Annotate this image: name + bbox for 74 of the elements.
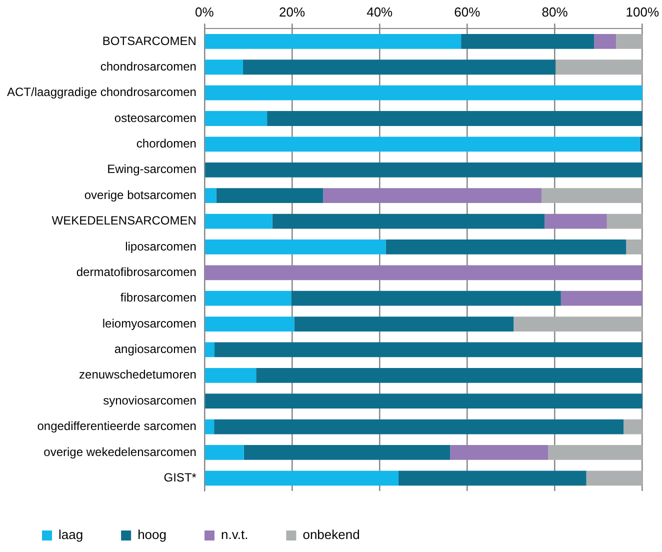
y-tick-label: synoviosarcomen	[103, 393, 196, 408]
bar	[216, 188, 324, 204]
bar	[556, 60, 642, 75]
legend-label: n.v.t.	[221, 527, 248, 542]
x-tick-label: 20%	[279, 4, 306, 20]
bar	[548, 445, 642, 460]
y-tick-label: chordomen	[136, 136, 196, 151]
bar	[323, 188, 542, 204]
bar	[544, 214, 607, 229]
bar	[205, 34, 462, 49]
y-tick-label: chondrosarcomen	[100, 59, 196, 74]
y-tick-label: osteosarcomen	[114, 110, 196, 125]
bar	[542, 188, 642, 204]
x-tick-label: 0%	[195, 4, 214, 20]
bar	[586, 470, 642, 486]
legend-label: hoog	[138, 527, 166, 542]
bar	[205, 445, 244, 460]
bar	[272, 214, 545, 229]
y-tick-label: WEKEDELENSARCOMEN	[52, 214, 196, 228]
y-tick-label: fibrosarcomen	[120, 290, 196, 305]
y-tick-label: overige botsarcomen	[84, 188, 196, 202]
bar	[205, 240, 386, 254]
bar	[256, 368, 642, 383]
bar	[624, 419, 642, 434]
legend-label: onbekend	[302, 527, 360, 542]
bar	[294, 316, 514, 332]
x-tick-label: 80%	[542, 4, 568, 20]
x-tick-label: 100%	[626, 4, 660, 20]
bar	[205, 60, 243, 75]
bar	[205, 342, 215, 358]
y-tick-label: ACT/laaggradige chondrosarcomen	[6, 85, 196, 100]
bar	[640, 136, 642, 152]
bar	[626, 240, 642, 254]
bar	[560, 290, 642, 306]
bar	[242, 60, 556, 75]
bar	[386, 240, 626, 254]
y-tick-label: liposarcomen	[125, 239, 196, 254]
bar	[214, 419, 624, 434]
y-tick-label: overige wekedelensarcomen	[44, 444, 196, 459]
bar	[205, 214, 272, 229]
y-tick-label: zenuwschedetumoren	[79, 368, 196, 382]
bar	[267, 111, 642, 126]
bar	[461, 34, 594, 49]
bar	[514, 316, 642, 332]
bar	[450, 445, 548, 460]
bar	[205, 368, 256, 383]
bar	[594, 34, 616, 49]
legend-label: laag	[58, 527, 84, 542]
bar	[205, 188, 216, 204]
bar	[205, 111, 268, 126]
x-tick-label: 40%	[366, 4, 394, 20]
bar	[205, 470, 398, 486]
bar	[205, 136, 640, 152]
y-tick-label: leiomyosarcomen	[102, 316, 196, 330]
bar	[616, 34, 642, 49]
x-tick-label: 60%	[454, 4, 481, 20]
bar	[205, 316, 294, 332]
bar	[244, 445, 450, 460]
bar	[398, 470, 586, 486]
bar	[214, 342, 642, 358]
y-tick-label: dermatofibrosarcomen	[76, 264, 196, 279]
bar	[291, 290, 561, 306]
y-tick-label: Ewing-sarcomen	[107, 162, 196, 176]
bar	[606, 214, 642, 229]
y-tick-label: GIST*	[164, 470, 197, 484]
bar	[205, 162, 642, 178]
bar	[205, 265, 642, 280]
bar	[205, 85, 642, 100]
bar	[205, 394, 642, 409]
bar	[205, 290, 292, 306]
bar	[205, 419, 214, 434]
y-tick-label: angiosarcomen	[114, 342, 196, 356]
y-tick-label: ongedifferentieerde sarcomen	[37, 419, 196, 434]
y-tick-label: BOTSARCOMEN	[102, 34, 196, 48]
